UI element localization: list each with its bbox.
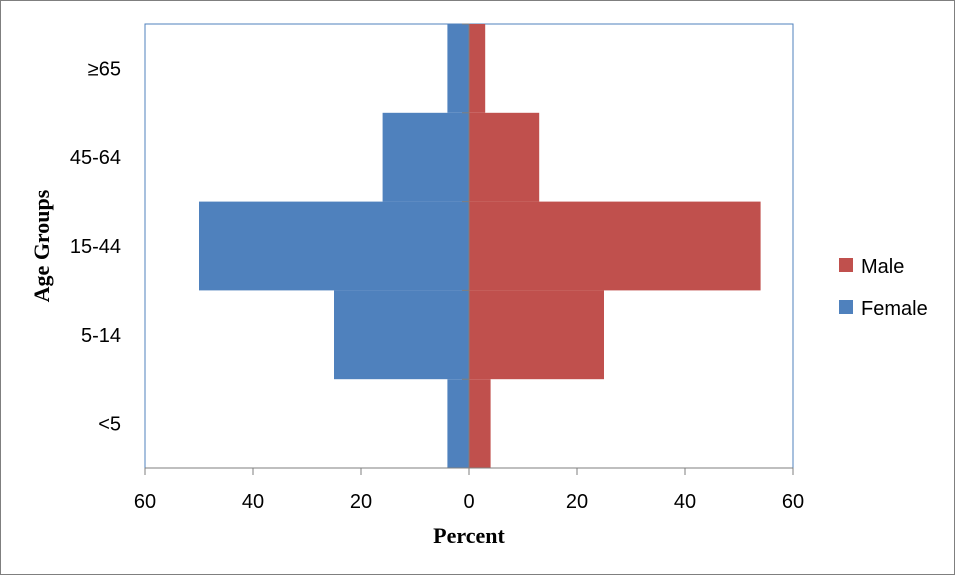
x-tick-label: 40: [242, 491, 264, 513]
legend-label-male: Male: [861, 256, 904, 278]
x-axis-title: Percent: [433, 523, 505, 548]
legend-swatch-female: [839, 300, 853, 314]
bar-female-45-64: [382, 112, 469, 202]
y-tick-label: ≥65: [88, 58, 121, 80]
y-tick-label: <5: [98, 414, 121, 436]
y-tick-label: 5-14: [81, 325, 121, 347]
x-tick-label: 60: [782, 491, 804, 513]
bar-male-65: [469, 24, 486, 113]
legend-label-female: Female: [861, 298, 928, 320]
bar-female-65: [447, 24, 469, 113]
bar-male-15-44: [469, 201, 761, 291]
x-tick-label: 20: [350, 491, 372, 513]
bar-male-45-64: [469, 112, 540, 202]
bar-male-5-14: [469, 290, 604, 380]
legend-swatch-male: [839, 258, 853, 272]
bar-male-5: [469, 379, 491, 468]
x-tick-label: 0: [463, 491, 474, 513]
y-axis-title: Age Groups: [29, 189, 54, 302]
x-tick-label: 40: [674, 491, 696, 513]
bar-female-5-14: [334, 290, 469, 380]
x-tick-label: 60: [134, 491, 156, 513]
y-tick-label: 45-64: [70, 147, 121, 169]
bars-group: [199, 24, 761, 468]
legend: Male Female: [839, 256, 928, 320]
x-tick-label: 20: [566, 491, 588, 513]
bar-female-5: [447, 379, 469, 468]
axes-group: [144, 23, 794, 475]
bar-female-15-44: [199, 201, 469, 291]
tick-labels-group: 60 40 20 0 20 40 60 <5 5-14 15-44 45-64 ≥65: [70, 58, 804, 513]
y-tick-label: 15-44: [70, 236, 121, 258]
